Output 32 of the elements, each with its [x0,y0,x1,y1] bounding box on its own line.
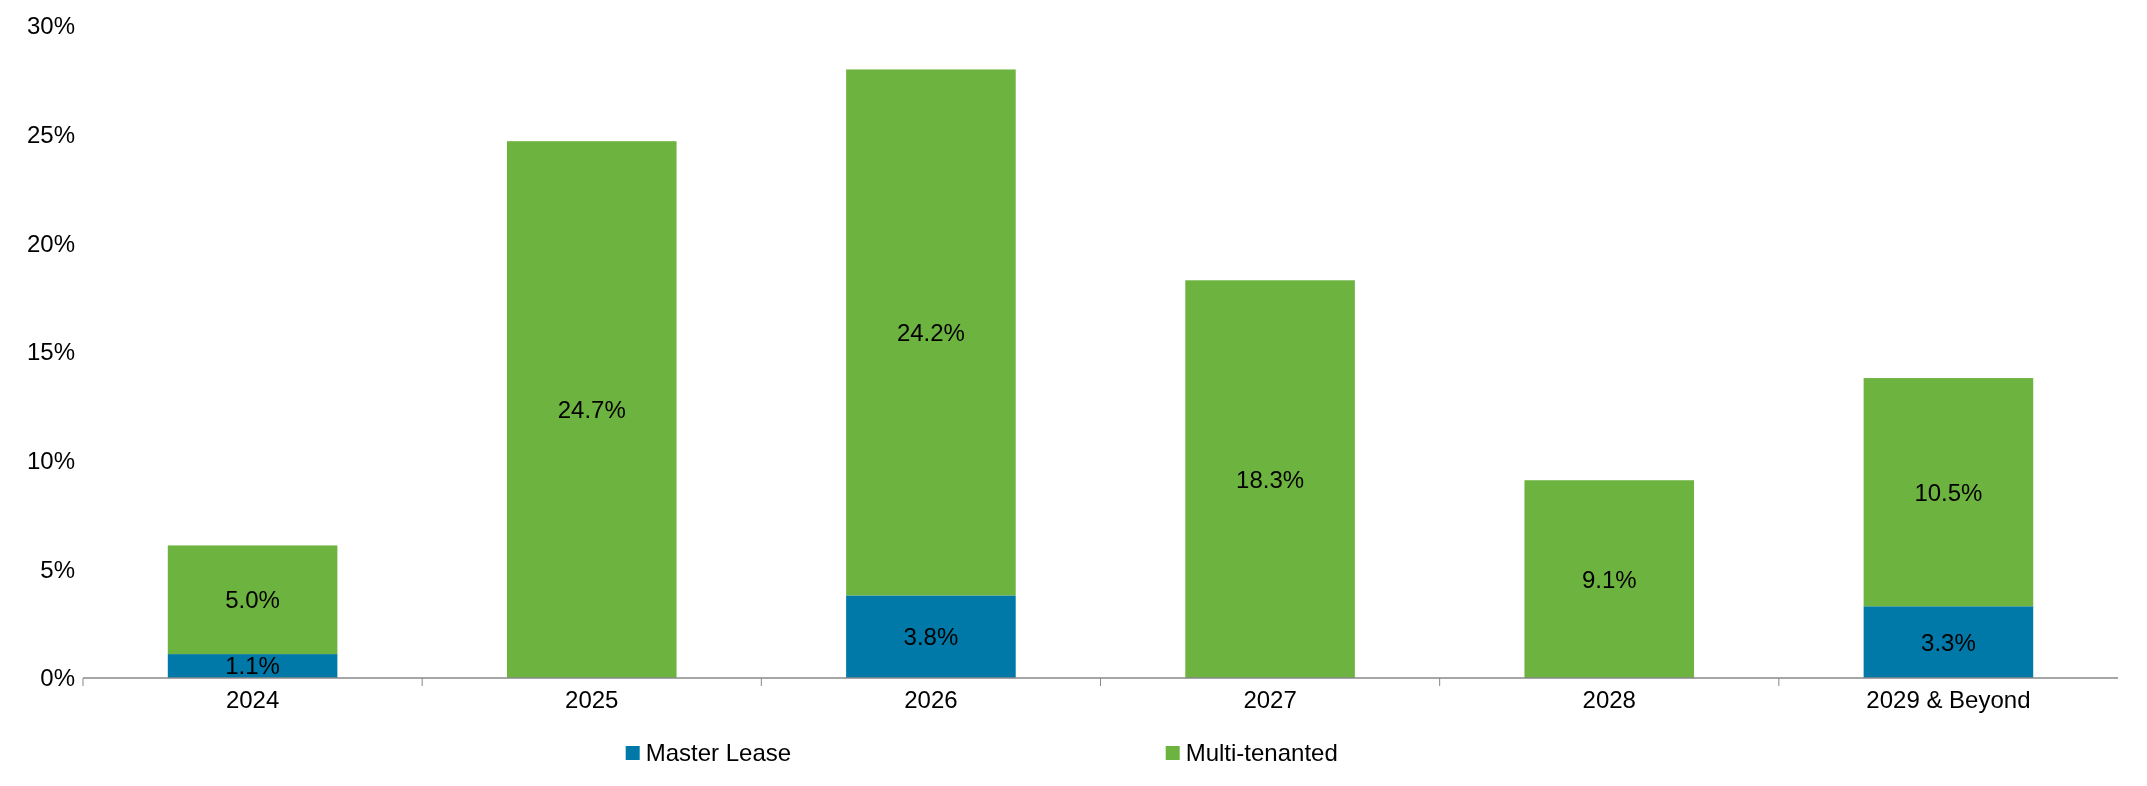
bar [167,545,338,655]
data-label: 24.7% [557,395,626,423]
data-label: 3.3% [1921,628,1976,656]
x-tick-label: 2028 [1582,686,1636,713]
y-tick-label: 20% [26,229,75,257]
y-tick-label: 30% [26,12,75,40]
bar [1863,606,2034,678]
x-tick-label: 2027 [1243,686,1297,713]
x-tick-label: 2024 [225,686,280,713]
data-label: 5.0% [225,586,280,614]
y-tick-label: 25% [26,121,75,149]
y-tick-label: 15% [26,338,75,366]
legend-label: Multi-tenanted [1185,739,1338,767]
bar [1863,378,2034,607]
y-tick-label: 10% [26,447,75,475]
bar [846,69,1016,596]
bar [1185,280,1355,678]
data-label: 10.5% [1914,478,1983,506]
data-label: 24.2% [896,318,965,346]
y-tick-label: 5% [40,555,75,583]
bar [846,595,1016,678]
data-label: 9.1% [1581,565,1637,593]
data-label: 1.1% [225,652,280,680]
data-label: 18.3% [1236,465,1305,493]
y-tick-label: 0% [40,664,75,692]
x-tick-label: 2029 & Beyond [1866,686,2031,713]
x-tick-label: 2026 [904,686,958,713]
bar [506,141,677,678]
data-label: 3.8% [903,623,959,651]
x-tick-label: 2025 [565,686,619,713]
legend-label: Master Lease [645,739,792,767]
bar [1524,480,1695,678]
